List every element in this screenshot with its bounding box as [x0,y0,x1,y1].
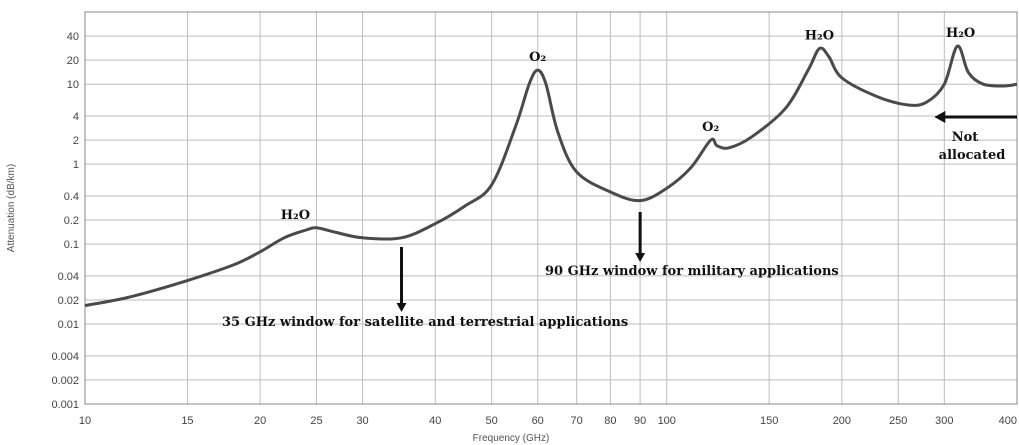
x-tick-label: 90 [634,415,646,427]
x-tick-label: 20 [254,415,266,427]
y-tick-label: 0.2 [64,215,79,227]
x-tick-label: 200 [833,415,851,427]
y-tick-labels: 0.001 0.002 0.004 0.01 0.02 0.04 0.1 0.2 0.4 1 2 4 1… [51,31,79,411]
peak-labels: H₂O O₂ O₂ H₂O H₂O [281,26,975,223]
x-tick-label: 100 [658,415,676,427]
attenuation-curve [84,44,1018,308]
peak-label: H₂O [946,26,975,41]
y-tick-label: 0.1 [64,239,79,251]
annotation-not-allocated-line1: Not [952,130,979,145]
arrow-35ghz-head [396,303,407,312]
y-tick-label: 2 [73,135,79,147]
annotation-35ghz-window: 35 GHz window for satellite and terrestr… [222,315,628,330]
annotation-not-allocated-line2: allocated [939,148,1006,163]
y-tick-label: 0.01 [58,319,79,331]
x-tick-labels: 10 15 20 25 30 40 50 60 70 80 90 100 150 200 250 300 400 [79,415,1017,427]
y-tick-label: 4 [73,111,79,123]
y-tick-label: 0.04 [58,271,79,283]
y-tick-label: 1 [73,159,79,171]
y-tick-label: 40 [67,31,79,43]
x-tick-label: 40 [429,415,441,427]
plot-area-frame [84,11,1018,405]
peak-label: O₂ [529,50,546,65]
y-tick-label: 0.001 [51,399,79,411]
x-tick-label: 150 [760,415,778,427]
peak-label: H₂O [281,208,310,223]
x-axis-label: Frequency (GHz) [473,433,550,444]
x-tick-label: 400 [999,415,1017,427]
x-tick-label: 80 [604,415,616,427]
x-tick-label: 70 [571,415,583,427]
x-tick-label: 10 [79,415,91,427]
y-tick-label: 0.4 [64,191,79,203]
annotation-90ghz-window: 90 GHz window for military applications [545,264,839,279]
y-axis-label: Attenuation (dB/km) [6,164,17,252]
y-tick-label: 0.004 [51,351,79,363]
arrow-90ghz-head [635,253,646,262]
x-tick-label: 250 [889,415,907,427]
annotations: 35 GHz window for satellite and terrestr… [222,111,1017,330]
y-tick-label: 10 [67,79,79,91]
x-tick-label: 25 [310,415,322,427]
x-tick-label: 300 [935,415,953,427]
grid [84,12,1018,405]
x-tick-label: 30 [356,415,368,427]
peak-label: H₂O [805,28,834,43]
x-tick-label: 50 [486,415,498,427]
x-tick-label: 15 [181,415,193,427]
y-tick-label: 0.002 [51,375,79,387]
x-tick-label: 60 [532,415,544,427]
y-tick-label: 0.02 [58,295,79,307]
peak-label: O₂ [702,120,719,135]
y-tick-label: 20 [67,55,79,67]
not-allocated-arrow-head [934,111,946,123]
